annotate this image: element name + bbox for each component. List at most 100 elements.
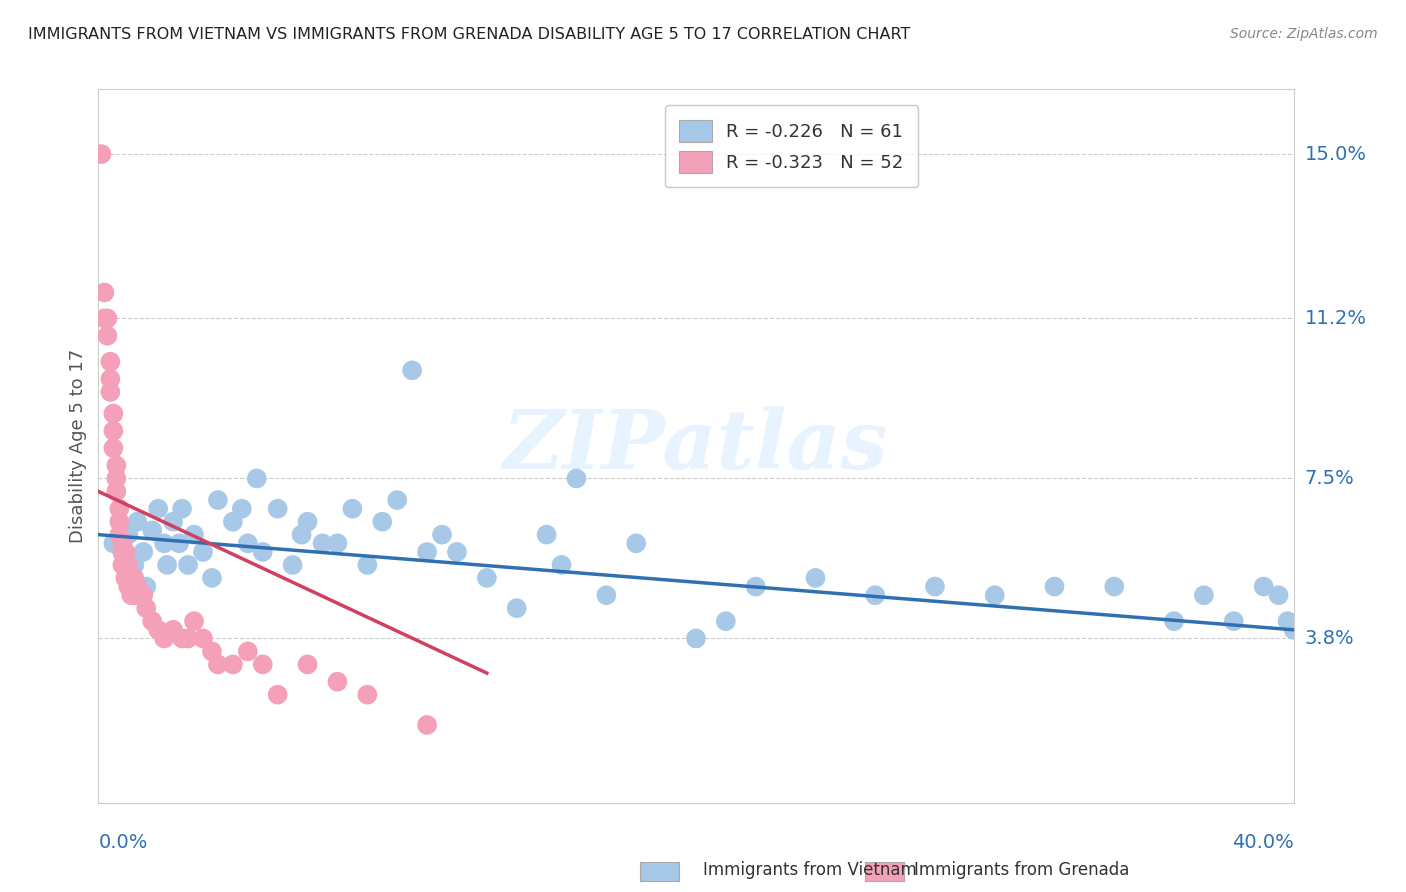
Point [103,441,125,455]
Point [129,588,152,602]
Text: 7.5%: 7.5% [1305,469,1354,488]
Point [401,363,423,377]
Point [111,545,134,559]
Text: Immigrants from Vietnam: Immigrants from Vietnam [703,861,917,879]
Point [222,515,245,529]
Point [124,558,146,572]
Point [191,545,214,559]
Point [924,580,946,594]
Point [191,632,214,646]
Text: 15.0%: 15.0% [1305,145,1367,163]
Point [804,571,827,585]
Point [1043,580,1066,594]
Point [120,588,142,602]
Point [297,657,319,672]
Point [117,558,139,572]
Point [536,527,558,541]
Point [93,285,115,300]
Point [714,614,737,628]
Point [105,458,128,473]
Text: IMMIGRANTS FROM VIETNAM VS IMMIGRANTS FROM GRENADA DISABILITY AGE 5 TO 17 CORREL: IMMIGRANTS FROM VIETNAM VS IMMIGRANTS FR… [28,27,911,42]
Point [153,536,176,550]
Point [430,527,453,541]
Point [98,354,122,368]
Point [162,515,184,529]
Point [326,674,349,689]
Point [167,536,190,550]
Point [127,515,149,529]
Point [267,501,290,516]
Point [267,688,290,702]
Point [148,623,170,637]
Legend: R = -0.226   N = 61, R = -0.323   N = 52: R = -0.226 N = 61, R = -0.323 N = 52 [665,105,918,187]
Point [98,384,122,399]
Point [1267,588,1289,602]
Point [141,524,163,538]
Point [108,527,131,541]
Point [93,311,115,326]
Point [108,501,131,516]
Point [207,657,229,672]
Text: 0.0%: 0.0% [98,833,148,853]
Point [565,471,588,485]
Point [745,580,768,594]
Point [356,688,378,702]
Point [127,580,149,594]
Point [124,571,146,585]
Point [550,558,572,572]
Point [90,147,112,161]
Point [311,536,333,550]
Point [983,588,1005,602]
Point [385,493,409,508]
Point [114,545,136,559]
Point [177,558,200,572]
Y-axis label: Disability Age 5 to 17: Disability Age 5 to 17 [69,349,87,543]
Point [342,501,364,516]
Point [624,536,647,550]
Point [371,515,394,529]
Text: 40.0%: 40.0% [1232,833,1294,853]
Text: Source: ZipAtlas.com: Source: ZipAtlas.com [1230,27,1378,41]
Point [356,558,378,572]
Point [252,657,274,672]
Point [207,493,229,508]
Point [201,571,224,585]
Point [290,527,312,541]
Point [114,571,136,585]
Point [105,471,128,485]
Point [108,515,131,529]
Point [326,536,349,550]
Point [416,545,439,559]
Text: 3.8%: 3.8% [1305,629,1354,648]
Point [111,558,134,572]
Point [132,588,155,602]
Point [236,536,259,550]
Point [1163,614,1185,628]
Point [153,632,176,646]
Point [98,372,122,386]
Point [111,545,134,559]
Point [246,471,269,485]
Point [183,614,205,628]
Point [117,580,139,594]
Point [252,545,274,559]
Point [96,328,118,343]
Text: 11.2%: 11.2% [1305,309,1367,328]
Point [865,588,887,602]
Point [222,657,245,672]
Point [103,424,125,438]
Point [141,614,163,628]
Point [506,601,529,615]
Point [96,311,118,326]
Point [1253,580,1275,594]
Point [127,588,149,602]
Point [117,527,139,541]
Point [156,558,179,572]
Point [281,558,304,572]
Point [135,601,157,615]
Point [1277,614,1299,628]
Point [111,536,134,550]
Point [132,545,155,559]
Point [1104,580,1126,594]
Point [135,580,157,594]
